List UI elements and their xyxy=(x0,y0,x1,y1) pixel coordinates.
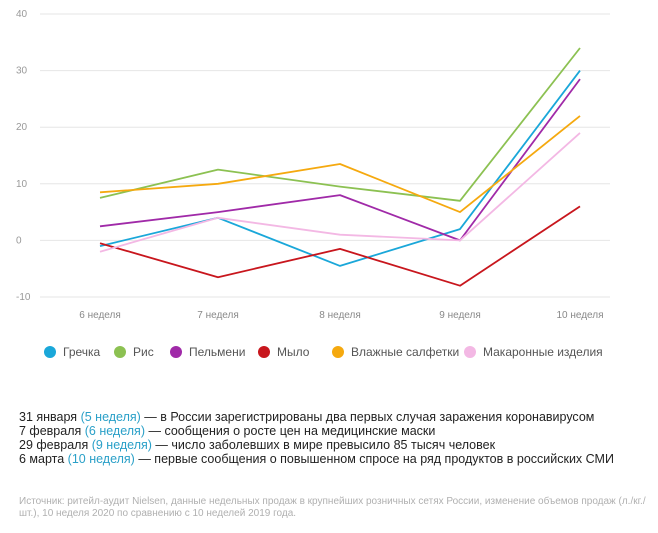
source-note: Источник: ритейл-аудит Nielsen, данные н… xyxy=(19,496,646,519)
x-tick-label: 6 неделя xyxy=(79,310,121,321)
note-line: 31 января (5 неделя) — в России зарегист… xyxy=(19,410,649,424)
x-tick-label: 10 неделя xyxy=(556,310,603,321)
y-tick-label: 30 xyxy=(16,66,28,77)
note-text: — первые сообщения о повышенном спросе н… xyxy=(134,452,614,466)
note-week: (6 неделя) xyxy=(84,424,145,438)
y-tick-label: -10 xyxy=(16,292,31,303)
note-line: 6 марта (10 неделя) — первые сообщения о… xyxy=(19,452,649,466)
legend-swatch xyxy=(332,346,344,358)
note-line: 29 февраля (9 неделя) — число заболевших… xyxy=(19,438,649,452)
y-axis-ticks: -10 0 10 20 30 40 xyxy=(16,9,31,303)
y-tick-label: 40 xyxy=(16,9,28,20)
note-text: — в России зарегистрированы два первых с… xyxy=(140,410,595,424)
series-lines xyxy=(99,47,581,287)
x-tick-label: 7 неделя xyxy=(197,310,239,321)
line-chart: -10 0 10 20 30 40 6 неделя 7 неделя 8 неделя 9 н… xyxy=(16,9,610,359)
note-line: 7 февраля (6 неделя) — сообщения о росте… xyxy=(19,424,649,438)
note-date: 6 марта xyxy=(19,452,65,466)
legend-label: Рис xyxy=(133,345,154,359)
note-date: 7 февраля xyxy=(19,424,82,438)
note-week: (5 неделя) xyxy=(80,410,141,424)
legend: Гречка Рис Пельмени Мыло Влажные салфетки Мак… xyxy=(44,345,603,359)
note-text: — сообщения о росте цен на медицинские м… xyxy=(145,424,436,438)
note-text: — число заболевших в мире превысило 85 т… xyxy=(151,438,496,452)
x-axis-ticks: 6 неделя 7 неделя 8 неделя 9 неделя 10 недел… xyxy=(79,310,603,321)
x-tick-label: 9 неделя xyxy=(439,310,481,321)
legend-swatch xyxy=(464,346,476,358)
timeline-notes: 31 января (5 неделя) — в России зарегист… xyxy=(19,410,649,466)
x-tick-label: 8 неделя xyxy=(319,310,361,321)
legend-label: Влажные салфетки xyxy=(351,345,459,359)
series-line xyxy=(99,115,581,214)
y-tick-label: 0 xyxy=(16,235,22,246)
legend-label: Мыло xyxy=(277,345,310,359)
series-line xyxy=(99,47,581,202)
legend-label: Пельмени xyxy=(189,345,245,359)
note-week: (9 неделя) xyxy=(91,438,152,452)
note-date: 31 января xyxy=(19,410,78,424)
note-date: 29 февраля xyxy=(19,438,89,452)
legend-label: Гречка xyxy=(63,345,101,359)
series-line xyxy=(99,78,581,242)
gridlines xyxy=(40,13,610,298)
legend-swatch xyxy=(170,346,182,358)
legend-swatch xyxy=(44,346,56,358)
note-week: (10 неделя) xyxy=(67,452,135,466)
series-line xyxy=(99,132,581,253)
y-tick-label: 20 xyxy=(16,122,28,133)
series-line xyxy=(99,205,581,287)
legend-label: Макаронные изделия xyxy=(483,345,603,359)
y-tick-label: 10 xyxy=(16,179,28,190)
legend-swatch xyxy=(114,346,126,358)
legend-swatch xyxy=(258,346,270,358)
series-line xyxy=(99,70,581,267)
